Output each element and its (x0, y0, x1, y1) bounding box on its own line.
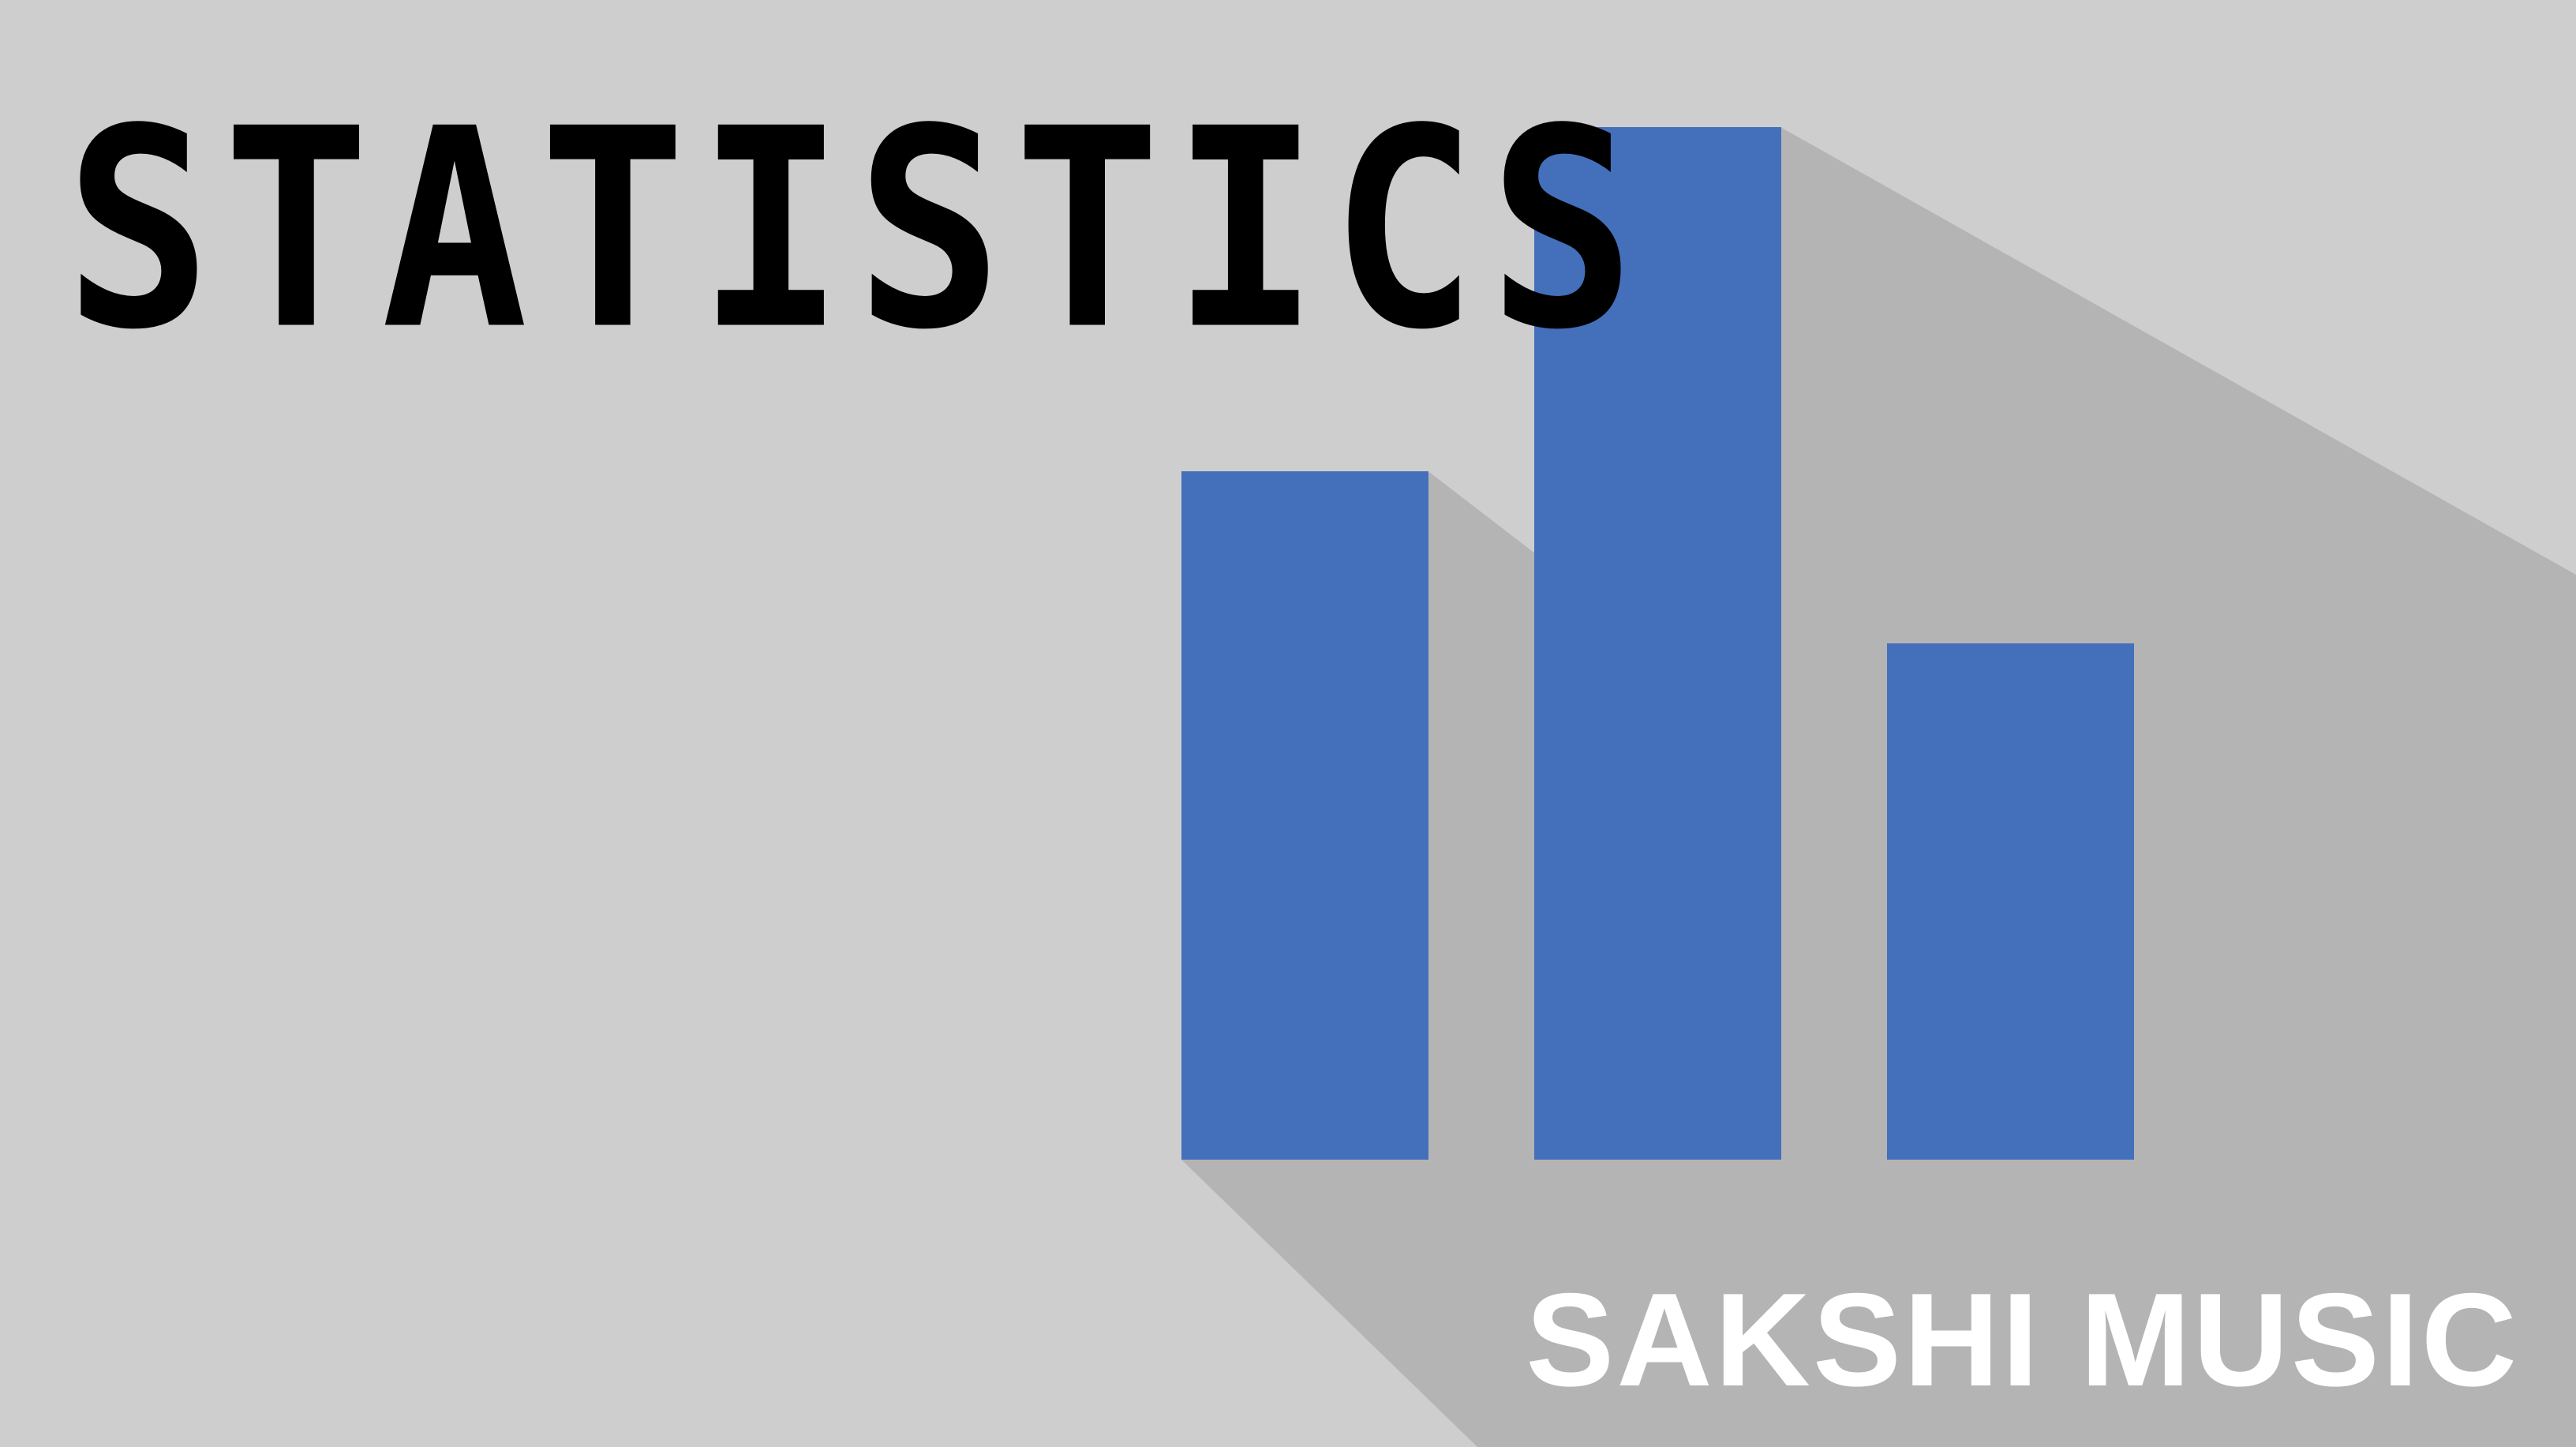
bar-3 (1887, 643, 2134, 1160)
bars (1181, 127, 2134, 1160)
bar-1 (1181, 471, 1428, 1160)
title-heading: STATISTICS (65, 70, 1647, 390)
brand-name: SAKSHI MUSIC (1526, 1265, 2519, 1414)
long-shadow (1181, 127, 2576, 1447)
bar-2 (1534, 127, 1781, 1160)
